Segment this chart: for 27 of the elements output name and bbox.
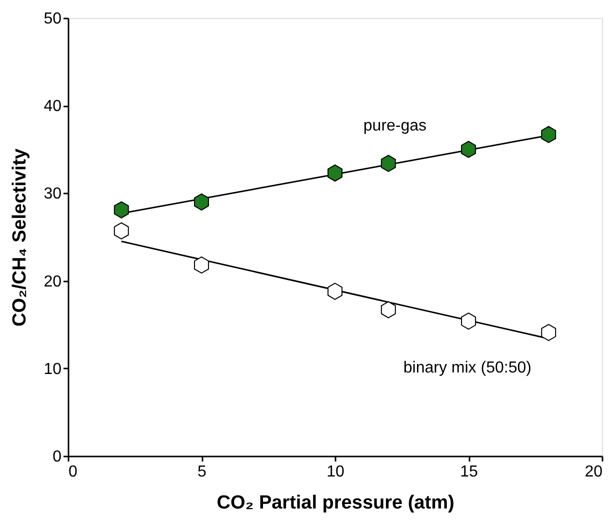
point [380, 301, 396, 318]
y-tick-label: 40 [44, 98, 62, 116]
x-tick-label: 20 [584, 464, 603, 480]
y-tick-label: 30 [44, 186, 62, 203]
x-tick-label: 0 [68, 464, 78, 480]
series-label: binary mix (50:50) [403, 360, 532, 377]
point [194, 193, 209, 211]
point [194, 256, 209, 274]
y-tick-label: 0 [52, 448, 62, 466]
point [328, 164, 342, 182]
point [541, 126, 556, 144]
point [461, 140, 476, 158]
point [380, 154, 396, 172]
y-tick-label: 20 [44, 273, 62, 290]
point [461, 312, 476, 330]
x-tick-label: 5 [198, 464, 207, 480]
point [114, 222, 129, 240]
y-tick-label: 50 [44, 10, 62, 28]
y-tick-label: 10 [44, 360, 62, 378]
series-label: pure-gas [363, 117, 427, 134]
y-axis-title: CO₂/CH₄ Selectivity [10, 148, 31, 326]
x-tick-label: 10 [326, 464, 344, 480]
point [541, 324, 556, 342]
x-tick-label: 15 [460, 464, 478, 480]
point [328, 282, 342, 300]
x-axis-title: CO₂ Partial pressure (atm) [216, 492, 454, 514]
point [114, 201, 129, 218]
